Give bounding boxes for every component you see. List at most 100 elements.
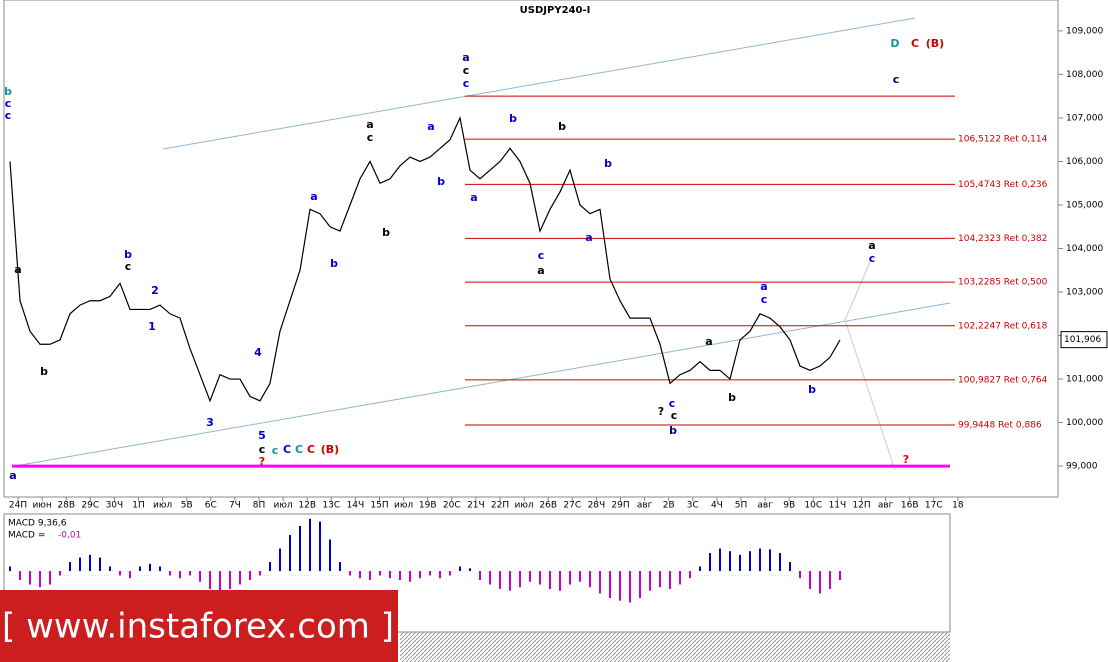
x-tick-label: 7Ч — [229, 501, 241, 511]
wave-label: ? — [658, 405, 664, 418]
x-tick-label: июл — [153, 501, 172, 511]
x-tick-label: 14Ч — [347, 501, 365, 511]
x-tick-label: июл — [394, 501, 413, 511]
y-tick-label: 101,000 — [1066, 375, 1103, 385]
wave-label: c — [893, 73, 900, 86]
y-tick-label: 99,000 — [1066, 462, 1098, 472]
wave-label: a — [462, 51, 469, 64]
x-tick-label: 2В — [663, 501, 675, 511]
y-tick-label: 103,000 — [1066, 288, 1103, 298]
x-tick-label: авг — [757, 501, 773, 511]
x-tick-label: 16В — [901, 501, 919, 511]
macd-current: -0,01 — [58, 531, 81, 541]
projection — [844, 261, 871, 321]
wave-label: b — [40, 365, 48, 378]
wave-label: b — [124, 248, 132, 261]
x-tick-label: 22П — [491, 501, 509, 511]
y-tick-label: 104,000 — [1066, 244, 1103, 254]
chart-title: USDJPY240-I — [520, 5, 591, 16]
wave-label: c — [869, 252, 876, 265]
y-tick-label: 100,000 — [1066, 418, 1103, 428]
x-tick-label: 27С — [563, 501, 581, 511]
wave-label: a — [705, 335, 712, 348]
projection — [844, 319, 896, 471]
last-price-label: 101,906 — [1064, 335, 1101, 345]
x-tick-label: 6С — [205, 501, 217, 511]
x-tick-label: 24П — [9, 501, 27, 511]
x-tick-label: 28Ч — [588, 501, 606, 511]
x-tick-label: 17С — [925, 501, 943, 511]
macd-title: MACD 9,36,6 — [8, 519, 67, 529]
price-line — [9, 115, 841, 403]
x-tick-label: авг — [878, 501, 894, 511]
x-tick-label: 1П — [132, 501, 145, 511]
wave-label: b — [330, 257, 338, 270]
wave-label: c — [5, 109, 12, 122]
wave-label: 1 — [148, 320, 156, 333]
x-tick-label: 18 — [952, 501, 964, 511]
x-tick-label: 29С — [81, 501, 99, 511]
y-tick-label: 105,000 — [1066, 200, 1103, 210]
fib-label: 103,2285 Ret 0,500 — [958, 278, 1048, 288]
y-tick-label: 106,000 — [1066, 157, 1103, 167]
y-tick-label: 107,000 — [1066, 113, 1103, 123]
x-tick-label: 5В — [181, 501, 193, 511]
wave-label: c — [463, 64, 470, 77]
macd-label: MACD = — [8, 531, 45, 541]
wave-label: (B) — [321, 443, 339, 456]
logo-box — [0, 590, 398, 662]
x-tick-label: 15П — [370, 501, 388, 511]
wave-label: a — [310, 190, 317, 203]
wave-label: b — [382, 226, 390, 239]
channel-upper — [162, 17, 916, 150]
wave-label: 4 — [254, 346, 262, 359]
x-tick-label: 8П — [253, 501, 266, 511]
wave-label: b — [437, 175, 445, 188]
wave-label: c — [669, 397, 676, 410]
x-tick-label: 21Ч — [467, 501, 485, 511]
x-tick-label: июл — [515, 501, 534, 511]
wave-label: 3 — [206, 416, 214, 429]
wave-label: a — [9, 469, 16, 482]
wave-label: (B) — [926, 37, 944, 50]
wave-label: C — [295, 443, 303, 456]
fib-label: 105,4743 Ret 0,236 — [958, 180, 1048, 190]
wave-label: c — [761, 293, 768, 306]
x-tick-label: 19В — [419, 501, 437, 511]
wave-label: ? — [903, 453, 909, 466]
x-tick-label: 5П — [735, 501, 748, 511]
wave-label: a — [868, 239, 875, 252]
x-tick-label: 13С — [322, 501, 340, 511]
x-tick-label: 12В — [298, 501, 316, 511]
wave-label: C — [911, 37, 919, 50]
fib-label: 102,2247 Ret 0,618 — [958, 321, 1048, 331]
x-tick-label: 20С — [443, 501, 461, 511]
wave-label: ? — [259, 455, 265, 468]
x-tick-label: авг — [637, 501, 653, 511]
wave-label: b — [669, 424, 677, 437]
x-tick-label: июл — [274, 501, 293, 511]
wave-label: c — [5, 97, 12, 110]
hatch — [400, 632, 950, 662]
wave-label: a — [366, 118, 373, 131]
wave-label: a — [427, 120, 434, 133]
wave-label: C — [283, 443, 291, 456]
wave-label: c — [538, 249, 545, 262]
x-tick-label: 26В — [539, 501, 557, 511]
wave-label: a — [14, 263, 21, 276]
wave-label: a — [470, 191, 477, 204]
x-tick-label: 29П — [611, 501, 629, 511]
wave-label: a — [537, 264, 544, 277]
fib-label: 106,5122 Ret 0,114 — [958, 135, 1048, 145]
wave-label: D — [890, 37, 899, 50]
fib-label: 104,2323 Ret 0,382 — [958, 234, 1047, 244]
x-tick-label: 30Ч — [106, 501, 124, 511]
wave-label: b — [4, 85, 12, 98]
x-tick-label: июн — [32, 501, 51, 511]
y-tick-label: 109,000 — [1066, 26, 1103, 36]
wave-label: c — [125, 260, 132, 273]
wave-label: b — [509, 112, 517, 125]
wave-label: c — [367, 131, 374, 144]
